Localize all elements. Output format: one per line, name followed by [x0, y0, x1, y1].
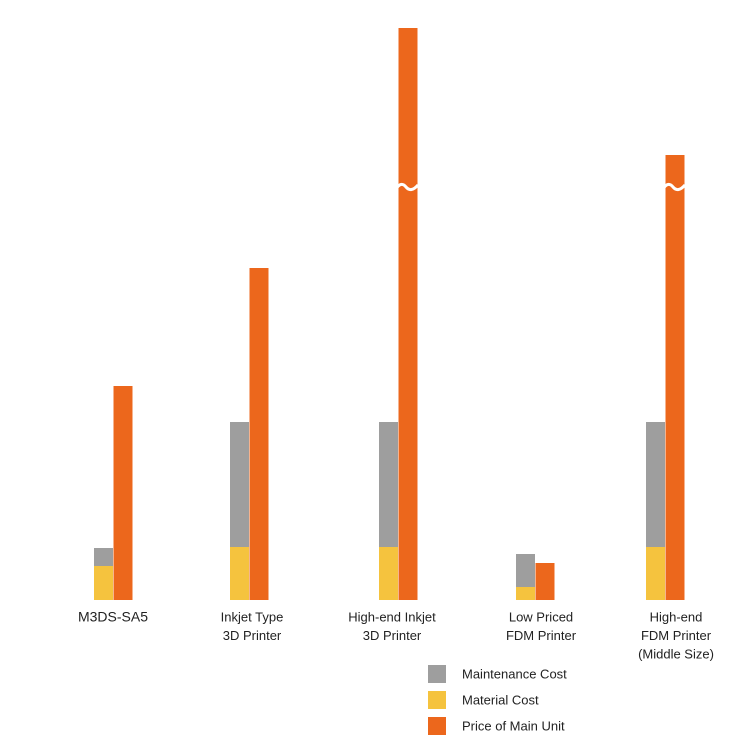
legend-swatch: [428, 717, 446, 735]
bar-segment: [516, 554, 535, 587]
x-tick-label: Low Priced: [509, 609, 573, 624]
x-tick-label: FDM Printer: [506, 628, 577, 643]
bar: [113, 386, 133, 600]
bar-segment: [230, 547, 249, 600]
bar: [665, 155, 685, 600]
x-tick-label: High-end Inkjet: [348, 609, 436, 624]
bar-segment: [230, 422, 249, 547]
legend-swatch: [428, 691, 446, 709]
bar-segment: [379, 422, 398, 547]
x-tick-label: Inkjet Type: [221, 609, 284, 624]
bar: [398, 28, 418, 600]
legend-label: Material Cost: [462, 692, 539, 707]
bar-segment: [94, 548, 113, 566]
bar: [249, 268, 269, 600]
bar: [535, 563, 555, 600]
x-tick-label: FDM Printer: [641, 628, 712, 643]
bar-segment: [646, 422, 665, 547]
legend-label: Maintenance Cost: [462, 666, 567, 681]
legend-swatch: [428, 665, 446, 683]
axis-break: [661, 182, 687, 192]
legend-label: Price of Main Unit: [462, 718, 565, 733]
bar-segment: [94, 566, 113, 600]
bar-segment: [379, 547, 398, 600]
x-tick-label: (Middle Size): [638, 646, 714, 661]
x-tick-label: M3DS-SA5: [78, 609, 148, 625]
x-tick-label: 3D Printer: [223, 628, 282, 643]
axis-break: [394, 182, 420, 192]
bar-segment: [646, 547, 665, 600]
x-tick-label: 3D Printer: [363, 628, 422, 643]
bar-segment: [516, 587, 535, 600]
x-tick-label: High-end: [650, 609, 703, 624]
